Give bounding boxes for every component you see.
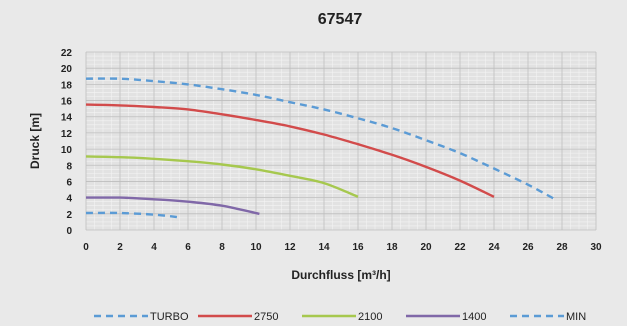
series-line-min — [85, 211, 178, 219]
legend-label: TURBO — [150, 311, 189, 323]
x-tick-label: 14 — [318, 242, 330, 253]
legend: TURBO 2750 2100 1400 MIN — [94, 311, 586, 323]
y-tick-label: 0 — [66, 226, 72, 237]
legend-label: MIN — [566, 311, 586, 323]
y-tick-label: 22 — [61, 48, 73, 59]
y-tick-label: 16 — [61, 97, 73, 108]
y-tick-label: 10 — [61, 145, 73, 156]
x-tick-label: 16 — [352, 242, 364, 253]
y-axis-label: Druck [m] — [28, 113, 42, 169]
y-tick-label: 4 — [66, 194, 72, 205]
x-axis-label: Durchfluss [m³/h] — [291, 268, 390, 282]
y-tick-label: 2 — [66, 210, 72, 221]
x-tick-label: 12 — [284, 242, 296, 253]
x-tick-label: 6 — [185, 242, 191, 253]
x-axis-ticks: 0 2 4 6 8 10 12 14 16 18 20 22 24 26 28 30 — [83, 242, 602, 253]
series-line-1400 — [85, 196, 260, 215]
x-tick-label: 26 — [522, 242, 534, 253]
x-tick-label: 20 — [420, 242, 432, 253]
chart-title: 67547 — [318, 11, 363, 28]
x-tick-label: 28 — [556, 242, 568, 253]
y-tick-label: 12 — [61, 129, 73, 140]
legend-label: 2100 — [358, 311, 382, 323]
x-tick-label: 30 — [590, 242, 602, 253]
x-tick-label: 18 — [386, 242, 398, 253]
x-tick-label: 10 — [250, 242, 262, 253]
series-line-2750 — [85, 103, 495, 198]
series-line-2100 — [85, 155, 359, 198]
y-axis-ticks: 0 2 4 6 8 10 12 14 16 18 20 22 — [61, 48, 73, 237]
series-layer — [85, 77, 555, 219]
series-line-turbo — [85, 77, 555, 200]
y-tick-label: 8 — [66, 161, 72, 172]
x-tick-label: 22 — [454, 242, 466, 253]
x-tick-label: 8 — [219, 242, 225, 253]
y-tick-label: 14 — [61, 113, 73, 124]
y-tick-label: 20 — [61, 64, 73, 75]
legend-label: 1400 — [462, 311, 486, 323]
x-tick-label: 2 — [117, 242, 123, 253]
y-tick-label: 6 — [66, 177, 72, 188]
x-tick-label: 0 — [83, 242, 89, 253]
grid-major — [85, 51, 597, 231]
x-tick-label: 24 — [488, 242, 500, 253]
y-tick-label: 18 — [61, 80, 73, 91]
x-tick-label: 4 — [151, 242, 157, 253]
grid-minor — [85, 51, 597, 231]
legend-label: 2750 — [254, 311, 278, 323]
